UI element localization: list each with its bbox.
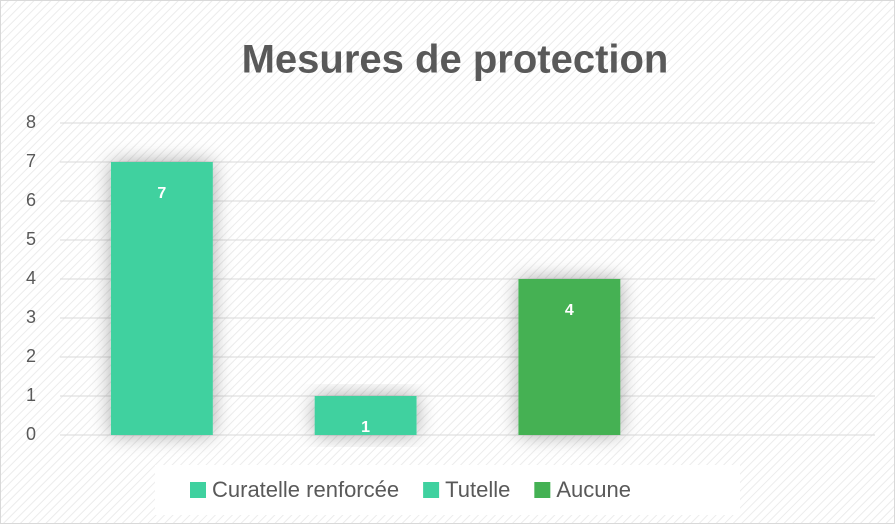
chart-title: Mesures de protection [242,38,669,82]
y-tick-label: 1 [26,385,36,405]
legend-label: Aucune [556,477,631,502]
y-tick-label: 6 [26,190,36,210]
y-tick-label: 5 [26,229,36,249]
y-tick-label: 7 [26,151,36,171]
legend-box [155,465,740,515]
legend-swatch [423,482,440,498]
data-label: 1 [361,419,370,436]
bar [518,279,621,435]
legend-swatch [190,482,206,498]
y-tick-label: 4 [26,268,36,288]
y-tick-label: 8 [26,112,36,132]
legend-swatch [534,482,551,498]
y-tick-label: 3 [26,307,36,327]
data-label: 4 [565,302,574,319]
bar [110,162,213,435]
y-tick-label: 0 [26,424,36,444]
bar [314,396,417,435]
legend-label: Tutelle [445,477,510,502]
legend-label: Curatelle renforcée [212,477,399,502]
data-label: 7 [157,185,166,202]
y-tick-label: 2 [26,346,36,366]
